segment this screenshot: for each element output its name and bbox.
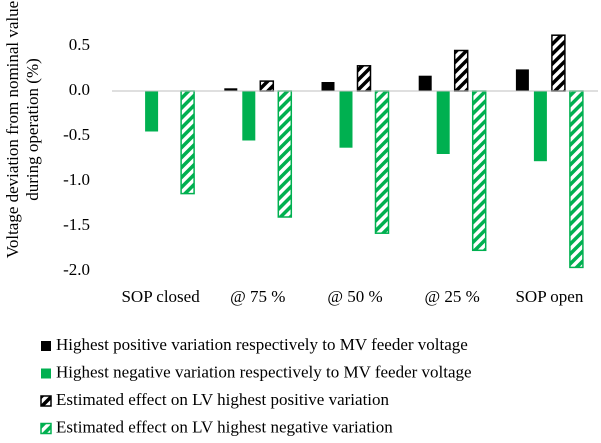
bar: [145, 91, 159, 132]
legend-label: Highest negative variation respectively …: [56, 362, 472, 381]
bar: [569, 90, 584, 269]
y-tick-label: -1.0: [63, 170, 90, 189]
bar: [259, 80, 275, 92]
bar: [515, 69, 529, 91]
bar: [277, 90, 293, 218]
y-axis-label: Voltage deviation from nominal value: [3, 1, 22, 258]
y-axis-label: during operation (%): [23, 58, 42, 201]
x-tick-label: SOP closed: [121, 287, 200, 306]
bar: [418, 75, 432, 91]
bar: [551, 34, 566, 92]
bar: [242, 91, 256, 141]
x-tick-label: @ 75 %: [230, 287, 285, 306]
legend-label: Estimated effect on LV highest negative …: [56, 417, 393, 436]
legend-swatch: [40, 395, 52, 407]
x-tick-label: SOP open: [515, 287, 583, 306]
legend-swatch: [41, 368, 51, 379]
legend-label: Estimated effect on LV highest positive …: [56, 390, 390, 409]
x-tick-label: @ 50 %: [327, 287, 382, 306]
bar: [356, 65, 372, 92]
bar: [339, 91, 353, 148]
y-tick-label: 0.0: [69, 80, 90, 99]
bar: [321, 82, 335, 91]
legend-swatch: [40, 422, 52, 435]
y-tick-label: -2.0: [63, 260, 90, 279]
bar: [224, 88, 238, 91]
legend-swatch: [41, 341, 51, 351]
y-tick-label: 0.5: [69, 35, 90, 54]
x-tick-label: @ 25 %: [425, 287, 480, 306]
bar: [374, 90, 390, 234]
bar: [436, 91, 450, 154]
bar: [471, 90, 487, 252]
bar: [180, 90, 195, 195]
bar: [453, 49, 469, 92]
y-tick-label: -1.5: [63, 215, 90, 234]
legend-label: Highest positive variation respectively …: [56, 335, 468, 354]
y-tick-label: -0.5: [63, 125, 90, 144]
bar: [533, 91, 547, 162]
